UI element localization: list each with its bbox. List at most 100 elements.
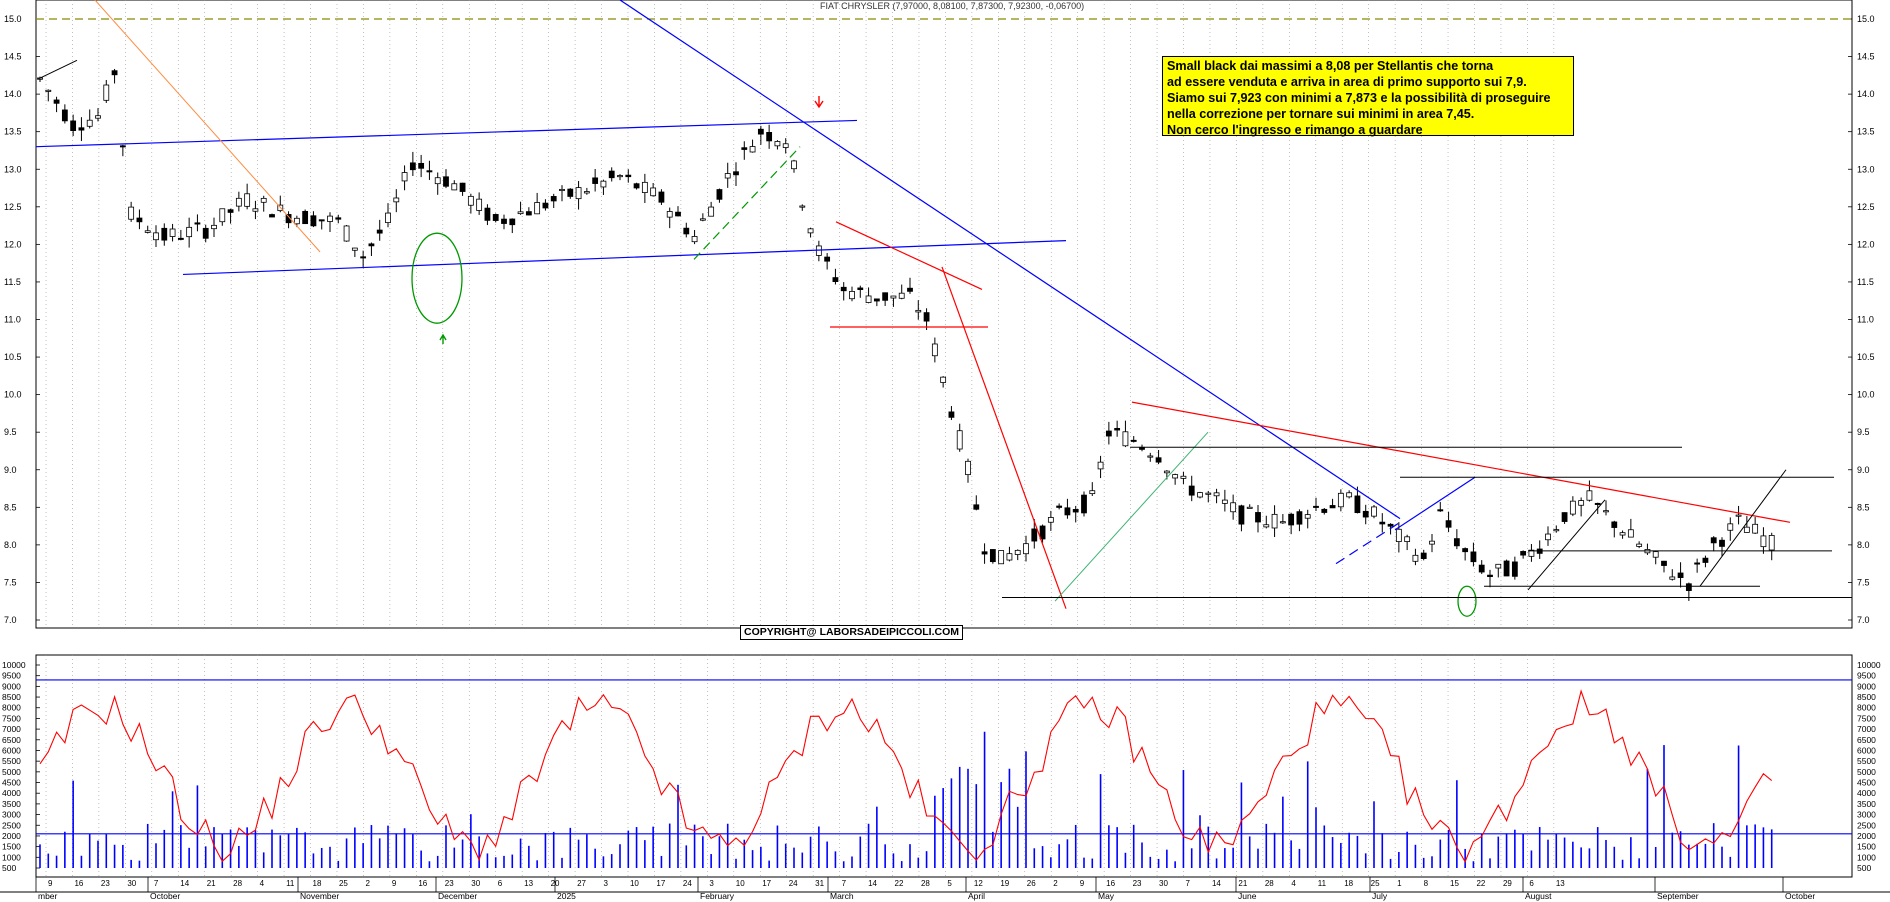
candle-body [1553,529,1560,532]
candle-body [1503,560,1510,577]
candle-body [1685,583,1692,591]
y-tick-label: 13.0 [1857,164,1875,174]
candle-body [1710,537,1717,544]
candle-body [1603,510,1609,513]
candle-body [1296,511,1303,525]
candle-body [1163,470,1170,474]
candle-body [1321,508,1328,513]
candle-body [1006,553,1013,561]
month-label: February [700,891,735,901]
month-label: October [1785,891,1815,901]
candle-body [1122,431,1129,447]
x-tick-label: 10 [736,879,745,888]
candle-body [78,127,85,131]
candle-body [327,215,333,222]
candle-body [1578,500,1585,506]
candle-body [882,292,889,301]
candle-body [1064,507,1071,516]
candle-body [1462,548,1469,553]
candle-body [153,232,159,241]
candle-body [426,170,433,173]
y-tick-label: 10000 [1857,660,1881,670]
candle-body [865,295,872,303]
analysis-note: Small black dai massimi a 8,08 per Stell… [1162,56,1574,137]
candle-body [70,120,77,131]
candle-body [898,292,905,299]
y-tick-label: 10000 [2,660,26,670]
candle-body [1387,523,1394,527]
candle-body [1031,528,1038,542]
x-tick-label: 23 [445,879,454,888]
candle-body [177,237,184,240]
candle-body [376,229,383,234]
candle-body [1470,551,1477,563]
x-tick-label: 16 [418,879,427,888]
candle-body [1453,538,1460,547]
y-tick-label: 1000 [1857,852,1876,862]
x-tick-label: 28 [1265,879,1274,888]
candle-body [1528,549,1535,557]
y-tick-label: 7.5 [1857,577,1870,587]
y-tick-label: 11.5 [1857,277,1874,287]
candle-body [401,172,408,182]
y-tick-label: 4500 [1857,778,1876,788]
y-tick-label: 7.5 [4,577,17,587]
y-tick-label: 5000 [1857,767,1876,777]
y-tick-label: 3500 [1857,799,1876,809]
y-tick-label: 7.0 [4,615,17,625]
candle-body [1594,502,1601,505]
candle-body [235,197,242,207]
x-tick-label: 21 [207,879,216,888]
candle-body [1205,492,1212,495]
candle-body [186,226,193,238]
candle-body [1147,455,1154,458]
x-tick-label: 30 [471,879,480,888]
month-label: June [1238,891,1257,901]
candle-body [890,295,897,299]
candle-body [956,430,963,450]
candle-body [1014,549,1021,555]
chart-title: FIAT CHRYSLER (7,97000, 8,08100, 7,87300… [820,1,1085,11]
x-tick-label: 25 [1371,879,1380,888]
candle-body [940,376,947,383]
black-short-line [37,59,78,80]
red-crash-line [941,266,1067,609]
y-tick-label: 9500 [2,671,21,681]
candle-body [211,224,217,230]
candle-body [1114,427,1121,431]
candle-body [1346,492,1353,498]
candle-body [1768,535,1775,551]
candle-body [1313,505,1319,508]
month-label: 2025 [557,891,576,901]
candle-body [1760,535,1767,548]
y-tick-label: 11.5 [4,277,21,287]
x-tick-label: 14 [1212,879,1221,888]
x-tick-label: 14 [180,879,189,888]
orange-trend-line [94,0,321,253]
x-tick-label: 17 [762,879,771,888]
candle-body [1213,492,1220,497]
x-tick-label: 25 [339,879,348,888]
y-tick-label: 5000 [2,767,21,777]
y-tick-label: 2500 [1857,820,1876,830]
y-tick-label: 9000 [2,681,21,691]
month-label: April [968,891,985,901]
candle-body [981,551,988,555]
y-tick-label: 9.0 [4,465,17,475]
candle-body [542,202,549,209]
candle-body [1337,492,1344,508]
volume-bars [39,731,1773,868]
candle-body [1395,528,1402,542]
y-tick-label: 11.0 [1857,315,1874,325]
candle-body [1354,495,1361,514]
x-tick-label: 6 [1529,879,1534,888]
candle-body [360,256,367,259]
x-tick-label: 28 [233,879,242,888]
candle-body [699,218,706,221]
month-label: mber [38,891,58,901]
candle-body [111,70,118,76]
candle-body [824,256,831,262]
rising-support-line [1527,499,1606,591]
candle-body [550,196,557,202]
y-tick-label: 12.0 [1857,239,1875,249]
